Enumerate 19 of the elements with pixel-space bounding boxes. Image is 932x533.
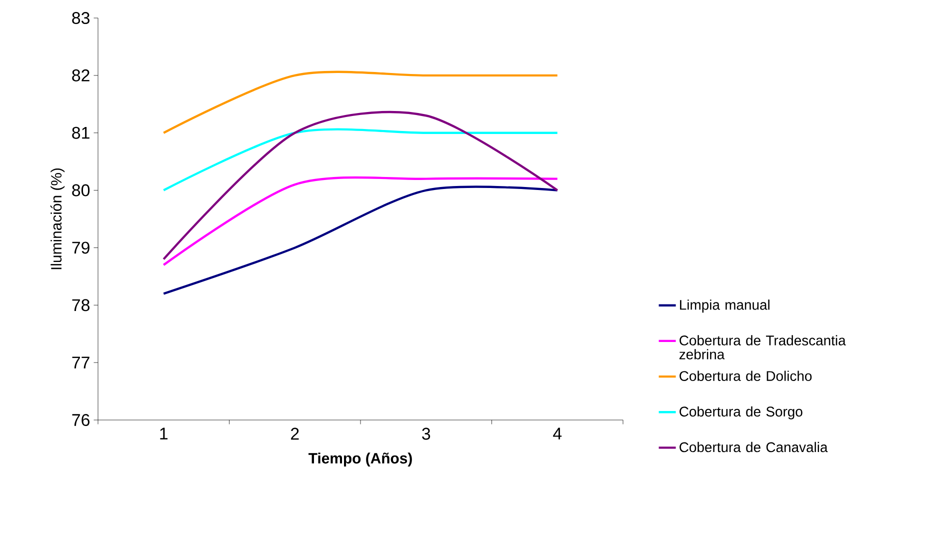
y-tick-label: 81 <box>72 126 90 139</box>
y-tick-label: 76 <box>72 414 90 426</box>
x-tick-label: 2 <box>291 428 299 440</box>
x-tick-label: 1 <box>160 428 168 440</box>
legend-label: Cobertura de Dolicho <box>680 370 812 381</box>
legend-label: Cobertura de Sorgo <box>680 406 802 420</box>
legend-label: Limpia manual <box>680 300 770 313</box>
x-tick-label: 3 <box>422 428 430 440</box>
y-tick-label: 77 <box>72 356 90 368</box>
legend-label: Cobertura de Canavalia <box>680 442 828 452</box>
x-tick-label: 4 <box>553 428 562 440</box>
y-tick-label: 80 <box>72 184 90 196</box>
y-tick-label: 78 <box>72 299 90 312</box>
y-axis-title: Iluminación (%) <box>50 168 65 270</box>
legend-label: Cobertura de Tradescantia zebrina <box>679 335 846 360</box>
y-tick-label: 83 <box>72 12 90 24</box>
x-axis-title: Tiempo (Años) <box>308 452 412 467</box>
y-tick-label: 79 <box>72 242 90 254</box>
y-tick-label: 82 <box>72 69 90 82</box>
